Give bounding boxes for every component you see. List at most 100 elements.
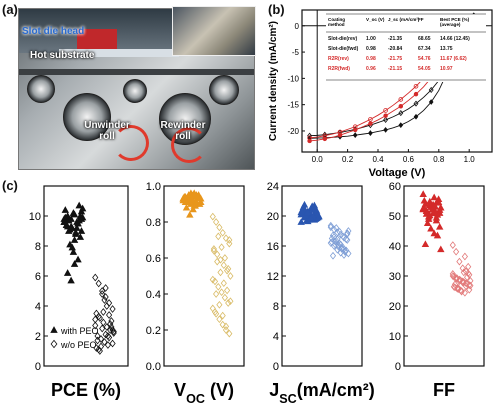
guide-roll [209, 75, 239, 105]
data-point [97, 335, 105, 343]
data-point [464, 273, 471, 282]
data-point [101, 338, 108, 346]
data-point [94, 332, 101, 340]
data-point [210, 245, 217, 253]
series-w-o-peo [92, 273, 117, 355]
data-point [214, 250, 221, 259]
data-point [95, 279, 102, 288]
y-tick-label: 0.6 [146, 253, 161, 265]
y-tick-label: 12 [267, 271, 279, 283]
data-point [224, 286, 231, 295]
table-cell: 0.96 [366, 66, 376, 72]
table-cell: 0.98 [366, 46, 376, 52]
data-point [211, 308, 219, 316]
plot-frame [403, 185, 485, 367]
x-axis-label: VOC (V) [174, 380, 234, 406]
guide-roll [27, 75, 55, 103]
data-point [337, 240, 344, 249]
table-cell: R2R(fwd) [328, 66, 350, 72]
data-point [225, 264, 232, 273]
data-point [333, 224, 340, 232]
data-point [108, 323, 115, 331]
series-w-o-peo [209, 212, 234, 338]
data-point [449, 270, 456, 278]
data-point [70, 236, 79, 243]
table-cell: 0.98 [366, 56, 376, 62]
y-tick-label: 30 [389, 271, 401, 283]
data-point [459, 278, 466, 287]
data-point [413, 83, 419, 89]
data-point [413, 100, 419, 107]
data-point [211, 277, 219, 286]
data-point [419, 190, 427, 197]
x-axis-label: FF [433, 380, 455, 400]
data-point [60, 218, 68, 225]
data-point [433, 231, 442, 239]
data-point [76, 233, 85, 240]
slot-die-head-label: Slot die head [22, 26, 85, 37]
data-point [104, 332, 112, 340]
legend-label-without-peo: w/o PEO [60, 340, 97, 350]
data-point [307, 132, 313, 139]
data-point [398, 97, 404, 102]
data-point [109, 339, 116, 348]
data-point [449, 241, 456, 249]
data-point [94, 336, 101, 345]
data-point [216, 300, 223, 309]
data-point [220, 261, 227, 270]
y-tick-label: 24 [267, 181, 279, 193]
data-point [78, 204, 87, 212]
data-point [92, 315, 99, 324]
x-tick-label: 0.8 [433, 155, 445, 164]
data-point [398, 110, 404, 117]
data-point [352, 124, 358, 130]
data-point [465, 262, 472, 271]
data-point [455, 284, 462, 292]
data-point [189, 205, 197, 213]
data-point [225, 299, 232, 307]
data-point [368, 121, 373, 126]
data-point [103, 323, 110, 331]
series-w-o-peo [327, 221, 352, 260]
plot-frame [163, 185, 245, 367]
data-point [335, 241, 342, 250]
data-point [221, 293, 228, 302]
x-tick-label: 1.0 [464, 155, 476, 164]
data-point [466, 285, 473, 294]
data-point [182, 203, 191, 211]
scatter-panel-2: 0.0 0.2 0.4 0.6 0.8 1.0 VOC (V) [146, 181, 245, 406]
data-point [216, 223, 223, 232]
data-point [340, 245, 348, 253]
table-cell: Slot-die(rev) [328, 36, 358, 42]
data-point [327, 221, 334, 230]
data-point [195, 194, 204, 202]
table-cell: 13.75 [440, 46, 453, 52]
y-tick-label: 40 [389, 241, 401, 253]
y-tick-label: 4 [273, 331, 279, 343]
data-point [73, 224, 81, 231]
data-point [104, 341, 112, 349]
data-point [313, 210, 322, 218]
panel-label-c: (c) [2, 178, 18, 193]
data-point [96, 314, 103, 322]
data-point [65, 227, 73, 234]
panel-label-a: (a) [2, 2, 18, 17]
guide-roll [123, 79, 147, 103]
data-point [102, 293, 109, 301]
data-point [66, 240, 74, 248]
data-point [352, 132, 358, 139]
table-cell: 14.66 (12.45) [440, 36, 470, 42]
data-point [101, 296, 108, 304]
data-point [77, 215, 86, 222]
data-point [218, 243, 225, 252]
y-tick-label: 8 [35, 241, 41, 253]
x-tick-label: 0.6 [403, 155, 415, 164]
data-point [343, 246, 350, 255]
series-w-o-peo [449, 241, 474, 297]
data-point [61, 206, 70, 213]
x-tick-label: 0.0 [312, 155, 324, 164]
y-tick-label: -15 [287, 101, 299, 110]
y-tick-label: 0.0 [146, 361, 161, 373]
